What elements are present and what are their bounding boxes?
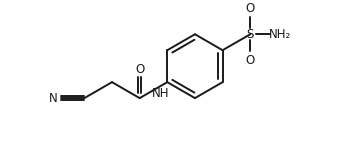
Text: N: N [49,92,58,105]
Text: NH₂: NH₂ [269,28,291,41]
Text: O: O [246,54,255,67]
Text: O: O [135,63,144,76]
Text: NH: NH [152,87,169,100]
Text: S: S [247,28,254,41]
Text: O: O [246,2,255,15]
